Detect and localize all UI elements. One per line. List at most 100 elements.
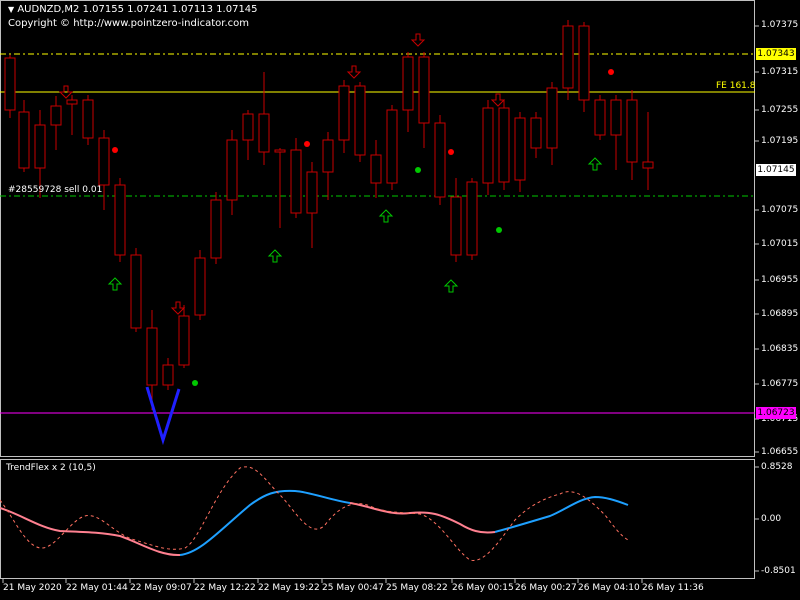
time-label: 25 May 08:22 [386, 583, 448, 593]
candle-body [162, 364, 174, 386]
candles-group [4, 20, 654, 410]
indicator-frame [0, 459, 755, 579]
indicator-axis-zero: 0.00 [761, 514, 782, 524]
candle-body [178, 315, 190, 366]
candle-body [354, 85, 366, 156]
time-label: 26 May 00:27 [515, 583, 577, 593]
candle-body [514, 117, 526, 181]
main-chart-frame [0, 0, 755, 457]
magenta-level-tag: 1.06723 [756, 407, 796, 419]
price-label: 1.07195 [761, 136, 799, 146]
candle-body [18, 111, 30, 169]
candle-body [450, 196, 462, 256]
price-label: 1.07015 [761, 239, 799, 249]
signal-dot [608, 69, 614, 75]
price-label: 1.06715 [761, 414, 799, 424]
indicator-axis-bottom: -0.8501 [761, 566, 796, 576]
time-label: 22 May 12:22 [194, 583, 256, 593]
candle-body [130, 254, 142, 329]
candle-body [498, 107, 510, 183]
candle-body [466, 181, 478, 256]
candle-body [402, 56, 414, 111]
candle-body [386, 109, 398, 184]
signal-dot [112, 147, 118, 153]
candle-body [226, 139, 238, 201]
indicator-title: TrendFlex x 2 (10,5) [6, 463, 96, 473]
time-label: 26 May 04:10 [578, 583, 640, 593]
time-label: 21 May 2020 [3, 583, 62, 593]
down-arrow-icon [58, 85, 74, 99]
time-label: 25 May 00:47 [322, 583, 384, 593]
down-arrow-icon [170, 301, 186, 315]
current-price-tag: 1.07145 [756, 164, 796, 176]
markers-group [58, 33, 614, 386]
candle-body [322, 139, 334, 173]
candle-body [258, 113, 270, 153]
candle-body [50, 105, 62, 126]
time-label: 26 May 11:36 [642, 583, 704, 593]
candle-body [482, 107, 494, 184]
up-arrow-icon [443, 279, 459, 293]
up-arrow-icon [378, 209, 394, 223]
price-label: 1.06655 [761, 447, 799, 457]
up-arrow-icon [587, 157, 603, 171]
up-arrow-icon [107, 277, 123, 291]
signal-dot [496, 227, 502, 233]
signal-dot [192, 380, 198, 386]
trendflex-line-up [494, 495, 629, 533]
candle-body [114, 184, 126, 256]
candle-body [82, 99, 94, 139]
candle-body [418, 56, 430, 124]
signal-dot [448, 149, 454, 155]
trendflex-line-down [0, 507, 181, 557]
dropdown-arrow-icon[interactable]: ▼ [8, 5, 15, 14]
candle-body [642, 161, 654, 169]
price-axis-ticks [755, 25, 759, 572]
candle-body [242, 113, 254, 141]
candle-body [290, 149, 302, 214]
candle-body [562, 25, 574, 89]
price-label: 1.07255 [761, 105, 799, 115]
candle-body [66, 99, 78, 105]
copyright-text: Copyright © http://www.pointzero-indicat… [8, 18, 249, 29]
candle-body [98, 137, 110, 186]
time-label: 26 May 00:15 [452, 583, 514, 593]
candle-body [530, 117, 542, 149]
fe-label: FE 161.8 [716, 81, 756, 91]
candle-body [210, 199, 222, 259]
down-arrow-icon [490, 93, 506, 107]
down-arrow-icon [410, 33, 426, 47]
price-label: 1.07315 [761, 67, 799, 77]
indicator-axis-top: 0.8528 [761, 462, 793, 472]
order-label[interactable]: #28559728 sell 0.01 [8, 185, 103, 195]
candle-body [146, 327, 158, 386]
price-label: 1.07375 [761, 20, 799, 30]
time-label: 22 May 19:22 [258, 583, 320, 593]
time-label: 22 May 01:44 [66, 583, 128, 593]
candle-body [306, 171, 318, 214]
trendflex-group [0, 466, 629, 561]
trendflex-signal-line [0, 466, 629, 561]
price-label: 1.07075 [761, 205, 799, 215]
candle-body [594, 99, 606, 136]
candle-body [338, 85, 350, 141]
price-label: 1.06775 [761, 379, 799, 389]
price-label: 1.06895 [761, 309, 799, 319]
candle-body [34, 124, 46, 169]
yellow-level-tag: 1.07343 [756, 48, 796, 60]
price-label: 1.06835 [761, 344, 799, 354]
candle-body [626, 99, 638, 163]
symbol-line: AUDNZD,M2 1.07155 1.07241 1.07113 1.0714… [17, 4, 258, 15]
candle-body [434, 122, 446, 198]
down-arrow-icon [346, 65, 362, 79]
trendflex-line-up [179, 489, 351, 556]
candle-body [370, 154, 382, 184]
candle-body [274, 149, 286, 153]
candle-body [194, 257, 206, 316]
candle-body [610, 99, 622, 136]
candle-body [4, 57, 16, 111]
candle-body [546, 87, 558, 149]
trendflex-line-down [349, 502, 496, 534]
time-label: 22 May 09:07 [130, 583, 192, 593]
